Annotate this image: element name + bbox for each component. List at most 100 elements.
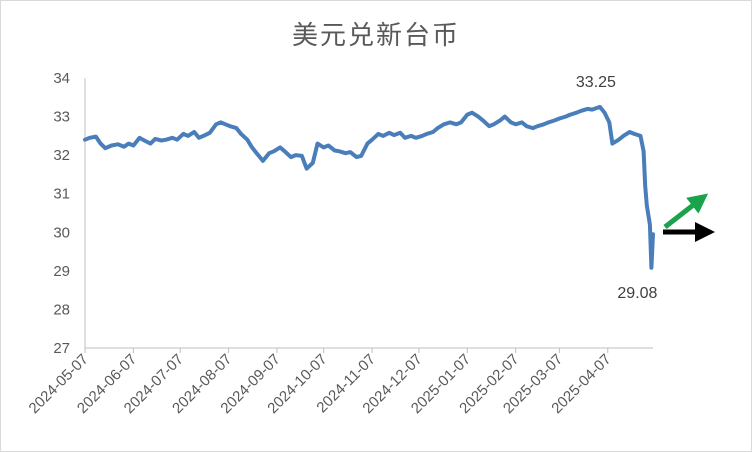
data-point: [316, 142, 319, 145]
data-point: [272, 150, 276, 153]
data-point: [283, 150, 286, 153]
y-tick-label: 34: [53, 70, 70, 87]
data-point: [257, 153, 260, 157]
data-point: [228, 125, 232, 128]
data-point: [203, 133, 207, 137]
data-point: [355, 155, 358, 159]
y-tick-label: 31: [53, 186, 70, 203]
data-point: [322, 146, 325, 149]
data-point: [344, 152, 347, 155]
data-point: [558, 117, 561, 120]
data-point: [542, 123, 545, 126]
data-point: [327, 144, 330, 147]
data-point: [359, 154, 363, 158]
data-point: [536, 125, 539, 128]
data-point: [214, 123, 218, 126]
data-point: [246, 138, 249, 141]
data-point: [197, 136, 201, 139]
data-point: [99, 142, 102, 145]
data-point: [520, 121, 524, 124]
data-point: [531, 126, 535, 130]
data-point: [466, 113, 469, 116]
data-point: [164, 138, 168, 141]
data-point: [409, 134, 413, 138]
data-point: [436, 126, 439, 130]
data-point: [633, 132, 636, 136]
data-point: [448, 121, 452, 124]
data-point: [193, 130, 196, 134]
data-point: [643, 184, 647, 188]
data-point: [261, 159, 265, 163]
data-point: [250, 146, 254, 149]
data-point: [300, 154, 304, 158]
green-up-arrow: [663, 193, 709, 229]
data-point: [239, 132, 243, 136]
data-point: [138, 136, 141, 139]
data-point: [481, 119, 485, 122]
data-point: [651, 233, 655, 236]
data-point: [575, 111, 578, 114]
data-point: [470, 111, 474, 114]
data-point: [420, 134, 424, 138]
data-point: [267, 152, 271, 155]
data-point: [648, 223, 652, 226]
data-point: [431, 130, 435, 134]
data-point: [455, 123, 458, 126]
y-tick-label: 30: [53, 224, 70, 241]
data-point: [498, 119, 502, 122]
data-point: [88, 136, 91, 139]
y-tick-label: 32: [53, 147, 70, 164]
max-value-label: 33.25: [576, 74, 616, 91]
data-point: [311, 161, 315, 165]
data-point: [598, 105, 602, 109]
data-point: [154, 137, 157, 141]
data-point: [149, 142, 152, 145]
data-point: [219, 121, 222, 124]
data-point: [622, 134, 625, 138]
data-point: [132, 144, 135, 147]
data-point: [477, 115, 480, 118]
data-point: [459, 121, 463, 124]
data-point: [617, 138, 620, 141]
data-point: [94, 135, 98, 138]
data-point: [442, 123, 446, 126]
data-point: [143, 139, 146, 142]
data-point: [182, 132, 185, 136]
data-point: [603, 111, 606, 114]
data-point: [586, 107, 589, 111]
data-point: [639, 134, 642, 138]
data-point: [366, 142, 369, 145]
y-tick-label: 33: [53, 109, 70, 126]
chart-title: 美元兑新台币: [291, 21, 460, 51]
data-point: [305, 167, 308, 170]
data-point: [590, 108, 594, 111]
data-point: [338, 150, 341, 153]
data-point: [83, 138, 87, 141]
data-point: [509, 121, 513, 124]
data-point: [160, 139, 163, 142]
data-point: [580, 109, 583, 112]
data-point: [403, 136, 407, 139]
data-point: [642, 150, 645, 153]
data-point: [104, 147, 107, 150]
data-point: [525, 125, 528, 128]
y-tick-label: 29: [53, 263, 70, 280]
data-point: [175, 138, 179, 141]
data-point: [171, 136, 174, 139]
data-point: [116, 143, 119, 146]
data-point: [289, 155, 293, 159]
data-point: [381, 134, 385, 138]
data-point: [208, 131, 212, 134]
data-point: [514, 123, 517, 126]
data-point: [333, 149, 336, 152]
data-point: [278, 146, 282, 149]
data-point: [569, 113, 572, 116]
data-point: [224, 123, 227, 126]
min-value-label: 29.08: [617, 285, 657, 302]
data-point: [628, 130, 631, 134]
data-point: [377, 132, 380, 136]
data-point: [487, 125, 491, 128]
data-point: [425, 132, 428, 136]
